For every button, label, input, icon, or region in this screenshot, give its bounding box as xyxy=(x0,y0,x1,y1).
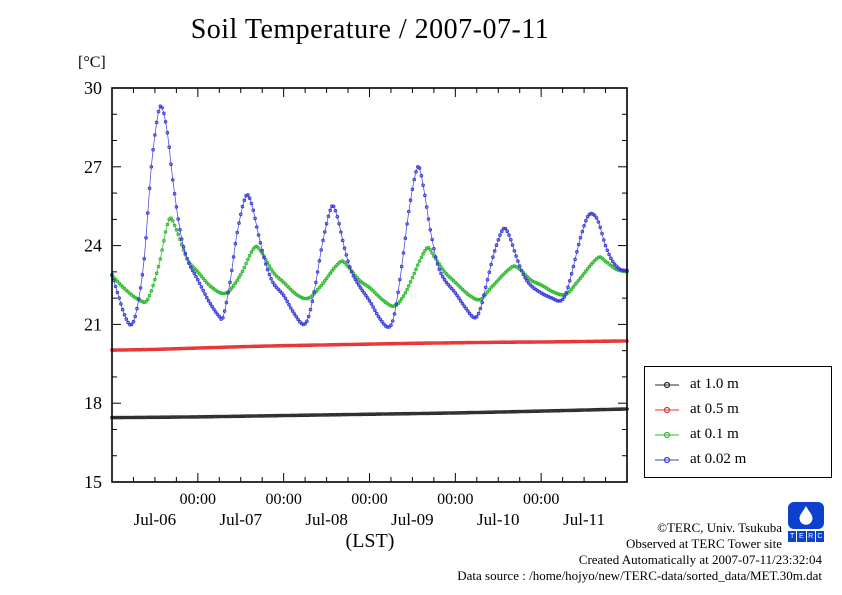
legend-entry: at 0.02 m xyxy=(645,447,831,472)
svg-text:00:00: 00:00 xyxy=(351,491,387,508)
legend-entry: at 0.5 m xyxy=(645,397,831,422)
terc-logo-mark xyxy=(788,502,824,529)
legend-marker xyxy=(655,431,679,438)
series-at-0-02-m xyxy=(110,104,629,329)
svg-text:00:00: 00:00 xyxy=(437,491,473,508)
legend-marker xyxy=(655,406,679,413)
svg-text:Jul-09: Jul-09 xyxy=(391,510,434,529)
legend-label: at 0.02 m xyxy=(690,451,747,467)
svg-text:30: 30 xyxy=(84,78,102,98)
svg-text:24: 24 xyxy=(84,236,102,256)
x-axis-label: (LST) xyxy=(345,530,395,552)
copyright-text: ©TERC, Univ. Tsukuba xyxy=(657,520,782,535)
terc-logo-letter: C xyxy=(815,531,824,542)
legend-entry: at 0.1 m xyxy=(645,422,831,447)
svg-text:Jul-06: Jul-06 xyxy=(134,510,177,529)
terc-logo-letter: E xyxy=(797,531,806,542)
observed-site-text: Observed at TERC Tower site xyxy=(625,536,782,551)
svg-text:00:00: 00:00 xyxy=(523,491,559,508)
svg-text:Jul-07: Jul-07 xyxy=(220,510,263,529)
legend-label: at 1.0 m xyxy=(690,376,739,392)
svg-text:27: 27 xyxy=(84,157,102,177)
y-axis-unit-label: [°C] xyxy=(78,54,106,71)
svg-text:Jul-10: Jul-10 xyxy=(477,510,520,529)
axis-ticks xyxy=(111,87,628,483)
legend-marker xyxy=(655,456,679,463)
svg-text:Jul-11: Jul-11 xyxy=(563,510,605,529)
svg-text:Jul-08: Jul-08 xyxy=(305,510,348,529)
datasource-text: Data source : /home/hojyo/new/TERC-data/… xyxy=(457,568,822,583)
created-text: Created Automatically at 2007-07-11/23:3… xyxy=(578,552,822,567)
chart-title: Soil Temperature / 2007-07-11 xyxy=(190,14,550,45)
legend: at 1.0 m at 0.5 m at 0.1 m at 0.02 m xyxy=(644,366,832,478)
legend-label: at 0.1 m xyxy=(690,426,739,442)
water-drop-icon xyxy=(799,506,813,525)
plot-frame xyxy=(111,87,628,483)
svg-text:18: 18 xyxy=(84,393,102,413)
legend-marker xyxy=(655,381,679,388)
svg-text:15: 15 xyxy=(84,472,102,492)
series-at-0-1-m xyxy=(110,216,629,309)
legend-entry: at 1.0 m xyxy=(645,372,831,397)
legend-label: at 0.5 m xyxy=(690,401,739,417)
svg-text:00:00: 00:00 xyxy=(265,491,301,508)
terc-logo-letter: R xyxy=(806,531,815,542)
series-at-0-5-m xyxy=(110,339,629,352)
svg-text:21: 21 xyxy=(84,314,102,334)
terc-logo-letter: T xyxy=(788,531,797,542)
series-at-1-0-m xyxy=(110,407,629,420)
svg-text:00:00: 00:00 xyxy=(180,491,216,508)
